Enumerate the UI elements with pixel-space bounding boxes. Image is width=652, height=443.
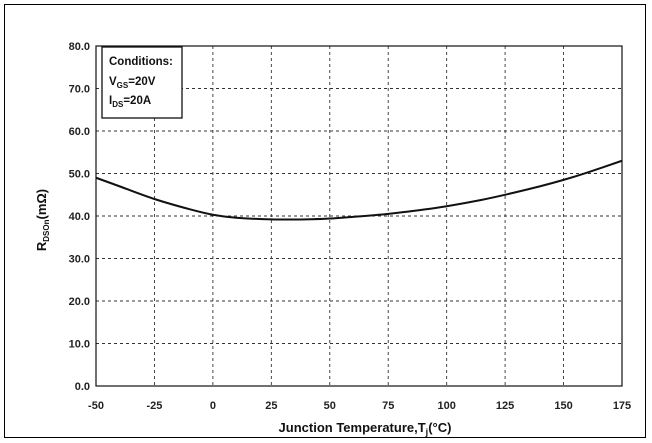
y-tick-label: 60.0 [69, 126, 90, 138]
x-tick-label: 0 [210, 400, 216, 412]
x-tick-label: 25 [265, 400, 277, 412]
series-line [95, 159, 623, 221]
x-tick-label: 175 [613, 400, 631, 412]
y-tick-label: 0.0 [75, 381, 90, 393]
y-tick-label: 10.0 [69, 339, 90, 351]
conditions-title: Conditions: [109, 56, 173, 68]
grid [96, 46, 622, 386]
x-tick-label: 100 [437, 400, 455, 412]
y-tick-label: 80.0 [69, 41, 90, 53]
x-axis-label: Junction Temperature,Tj(°C) [279, 420, 452, 437]
x-tick-label: 50 [324, 400, 336, 412]
x-tick-label: -25 [146, 400, 162, 412]
x-tick-label: 150 [554, 400, 572, 412]
y-tick-labels: 0.0 10.0 20.0 30.0 40.0 50.0 60.0 70.0 80.0 [69, 41, 90, 393]
y-axis-label: RDSOn(mΩ) [34, 189, 51, 251]
condition-vgs: VGS=20V [109, 76, 156, 90]
x-tick-labels: -50 -25 0 25 50 75 100 125 150 175 [88, 400, 631, 412]
x-tick-label: 125 [496, 400, 514, 412]
y-tick-label: 40.0 [69, 211, 90, 223]
x-tick-label: 75 [382, 400, 394, 412]
y-tick-label: 50.0 [69, 169, 90, 181]
plot-area-border [95, 45, 623, 387]
y-tick-label: 20.0 [69, 296, 90, 308]
x-tick-label: -50 [88, 400, 104, 412]
y-tick-label: 70.0 [69, 84, 90, 96]
condition-ids: IDS=20A [109, 95, 151, 109]
y-tick-label: 30.0 [69, 254, 90, 266]
conditions-box: Conditions: VGS=20V IDS=20A [101, 46, 183, 119]
